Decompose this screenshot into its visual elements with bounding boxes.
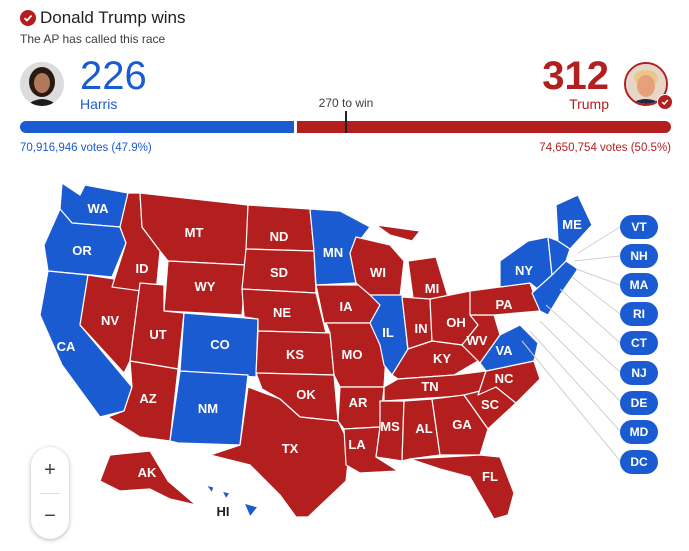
state-va[interactable] — [479, 324, 539, 372]
pill-nj[interactable]: NJ — [620, 361, 658, 385]
label-nm: NM — [198, 401, 218, 416]
label-il: IL — [382, 325, 394, 340]
label-mn: MN — [323, 245, 343, 260]
trump-name: Trump — [569, 96, 609, 112]
label-ia: IA — [340, 299, 354, 314]
label-wa: WA — [88, 201, 110, 216]
state-ne-small[interactable] — [547, 236, 571, 276]
label-in: IN — [415, 321, 428, 336]
label-va: VA — [495, 343, 513, 358]
harris-name: Harris — [80, 96, 118, 112]
harris-avatar — [20, 62, 64, 106]
pill-nh[interactable]: NH — [620, 244, 658, 268]
label-al: AL — [415, 421, 432, 436]
trump-avatar — [624, 62, 668, 106]
label-sc: SC — [481, 397, 500, 412]
us-electoral-map[interactable]: WA OR CA NV ID MT WY UT AZ CO NM ND SD N… — [0, 165, 689, 551]
harris-electoral-votes: 226 — [80, 54, 147, 98]
pill-ri[interactable]: RI — [620, 302, 658, 326]
label-ne: NE — [273, 305, 291, 320]
state-me[interactable] — [555, 194, 593, 250]
label-mt: MT — [185, 225, 204, 240]
state-ms[interactable] — [375, 400, 405, 462]
trump-bar — [297, 121, 671, 133]
label-pa: PA — [495, 297, 513, 312]
electoral-bar — [20, 121, 671, 133]
bar-gap — [294, 121, 298, 133]
label-ks: KS — [286, 347, 304, 362]
race-status: The AP has called this race — [20, 32, 166, 46]
state-hi[interactable] — [205, 484, 259, 518]
label-nc: NC — [495, 371, 514, 386]
pill-ct[interactable]: CT — [620, 331, 658, 355]
result-header: Donald Trump wins — [20, 8, 186, 28]
label-ut: UT — [149, 327, 166, 342]
label-nd: ND — [270, 229, 289, 244]
state-al[interactable] — [401, 398, 441, 462]
trump-electoral-votes: 312 — [542, 54, 609, 98]
state-nm[interactable] — [169, 370, 249, 446]
pill-vt[interactable]: VT — [620, 215, 658, 239]
state-ak[interactable] — [99, 450, 197, 506]
label-wy: WY — [195, 279, 216, 294]
label-ky: KY — [433, 351, 451, 366]
label-hi: HI — [217, 504, 230, 519]
label-wv: WV — [467, 333, 488, 348]
state-wy[interactable] — [163, 260, 247, 316]
state-tx[interactable] — [209, 386, 351, 518]
label-ca: CA — [57, 339, 76, 354]
state-nd[interactable] — [245, 204, 315, 252]
label-or: OR — [72, 243, 92, 258]
label-az: AZ — [139, 391, 156, 406]
label-mo: MO — [342, 347, 363, 362]
label-tn: TN — [421, 379, 438, 394]
label-nv: NV — [101, 313, 119, 328]
zoom-out-button[interactable]: − — [44, 504, 56, 527]
label-ar: AR — [349, 395, 368, 410]
pill-de[interactable]: DE — [620, 391, 658, 415]
pill-md[interactable]: MD — [620, 420, 658, 444]
winner-check-icon — [657, 94, 673, 110]
threshold-label: 270 to win — [318, 96, 374, 110]
label-co: CO — [210, 337, 230, 352]
zoom-divider — [40, 493, 60, 494]
label-me: ME — [562, 217, 582, 232]
threshold-marker — [345, 111, 347, 133]
check-circle-icon — [20, 10, 36, 26]
label-ga: GA — [452, 417, 472, 432]
state-fl[interactable] — [409, 454, 515, 520]
state-az[interactable] — [107, 360, 179, 442]
state-co[interactable] — [179, 312, 259, 378]
label-ak: AK — [138, 465, 157, 480]
label-sd: SD — [270, 265, 288, 280]
label-tx: TX — [282, 441, 299, 456]
label-mi: MI — [425, 281, 439, 296]
state-ne-cluster[interactable] — [531, 260, 579, 316]
harris-popular-votes: 70,916,946 votes (47.9%) — [20, 142, 152, 154]
zoom-control: + − — [31, 447, 69, 539]
label-oh: OH — [446, 315, 466, 330]
pill-dc[interactable]: DC — [620, 450, 658, 474]
label-fl: FL — [482, 469, 498, 484]
label-ny: NY — [515, 263, 533, 278]
label-la: LA — [348, 437, 366, 452]
label-ms: MS — [380, 419, 400, 434]
state-or[interactable] — [43, 208, 127, 278]
label-id: ID — [136, 261, 149, 276]
page-title: Donald Trump wins — [40, 8, 186, 27]
label-wi: WI — [370, 265, 386, 280]
pill-ma[interactable]: MA — [620, 273, 658, 297]
trump-popular-votes: 74,650,754 votes (50.5%) — [539, 142, 671, 154]
zoom-in-button[interactable]: + — [44, 458, 56, 481]
harris-bar — [20, 121, 295, 133]
label-ok: OK — [296, 387, 316, 402]
